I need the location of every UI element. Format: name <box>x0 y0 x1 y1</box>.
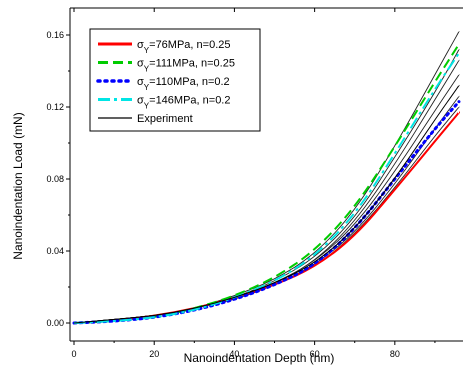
legend-label-1: σY=111MPa, n=0.25 <box>137 58 235 74</box>
series-line-2 <box>72 100 461 325</box>
x-tick-label: 60 <box>310 349 320 359</box>
y-axis: 0.00 0.04 0.08 0.12 0.16 <box>46 30 70 328</box>
x-tick-label: 80 <box>390 349 400 359</box>
y-tick-label: 0.00 <box>46 318 64 328</box>
x-axis: 0 20 40 60 80 <box>72 8 436 359</box>
x-tick-label: 0 <box>72 349 77 359</box>
legend: σY=76MPa, n=0.25 σY=111MPa, n=0.25 σY=110M… <box>89 28 261 132</box>
y-tick-label: 0.08 <box>46 174 64 184</box>
experiment-curve <box>73 106 460 324</box>
legend-label-4: Experiment <box>137 113 193 125</box>
plot-frame <box>69 7 463 342</box>
legend-label-3: σY=146MPa, n=0.2 <box>137 95 230 111</box>
y-tick-label: 0.16 <box>46 30 64 40</box>
series-line-3 <box>73 52 461 324</box>
y-tick-label: 0.04 <box>46 246 64 256</box>
series-line-1 <box>73 43 461 324</box>
x-axis-title: Nanoindentation Depth (nm) <box>184 351 335 365</box>
y-axis-title: Nanoindentation Load (mN) <box>11 112 25 259</box>
legend-label-2: σY=110MPa, n=0.2 <box>137 76 230 92</box>
x-tick-label: 40 <box>229 349 239 359</box>
plot-area <box>72 30 461 325</box>
legend-label-0: σY=76MPa, n=0.25 <box>137 39 230 55</box>
y-tick-label: 0.12 <box>46 102 64 112</box>
x-tick-label: 20 <box>149 349 159 359</box>
series-line-4 <box>73 84 460 324</box>
